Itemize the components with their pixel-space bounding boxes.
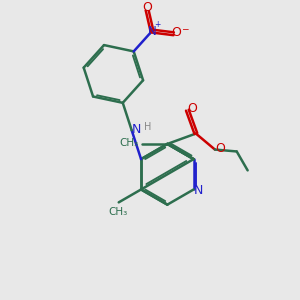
Text: N: N: [132, 123, 142, 136]
Text: O: O: [142, 1, 152, 14]
Text: O: O: [187, 102, 197, 115]
Text: CH₃: CH₃: [109, 207, 128, 217]
Text: N: N: [194, 184, 203, 196]
Text: O: O: [215, 142, 225, 155]
Text: H: H: [144, 122, 151, 132]
Text: −: −: [182, 24, 189, 33]
Text: N: N: [148, 25, 156, 38]
Text: +: +: [154, 20, 161, 29]
Text: O: O: [171, 26, 181, 38]
Text: CH₃: CH₃: [119, 138, 139, 148]
